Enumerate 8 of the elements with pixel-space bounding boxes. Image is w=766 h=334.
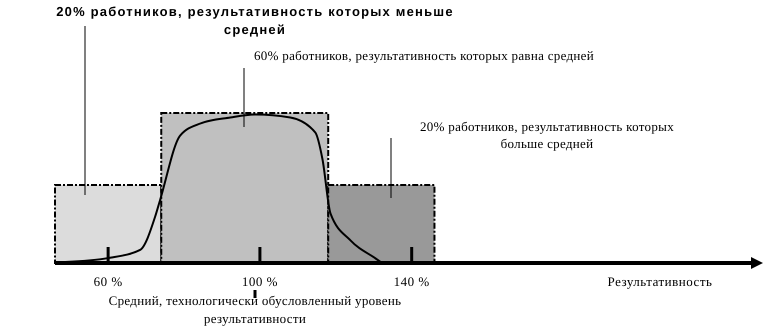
text: 60% работников, результативность которых равна средней	[254, 48, 594, 63]
x-axis-title: Результативность	[608, 274, 712, 289]
x-tick-label: 60 %	[94, 274, 123, 289]
text: 20% работников, результативность которых меньше средней	[56, 4, 454, 37]
x-tick-label: 140 %	[394, 274, 430, 289]
annotation: 20% работников, результативность которых больше средней	[420, 119, 674, 151]
x-tick-label: 100 %	[242, 274, 278, 289]
text: Средний, технологически обусловленный уровень результативности	[108, 293, 402, 326]
